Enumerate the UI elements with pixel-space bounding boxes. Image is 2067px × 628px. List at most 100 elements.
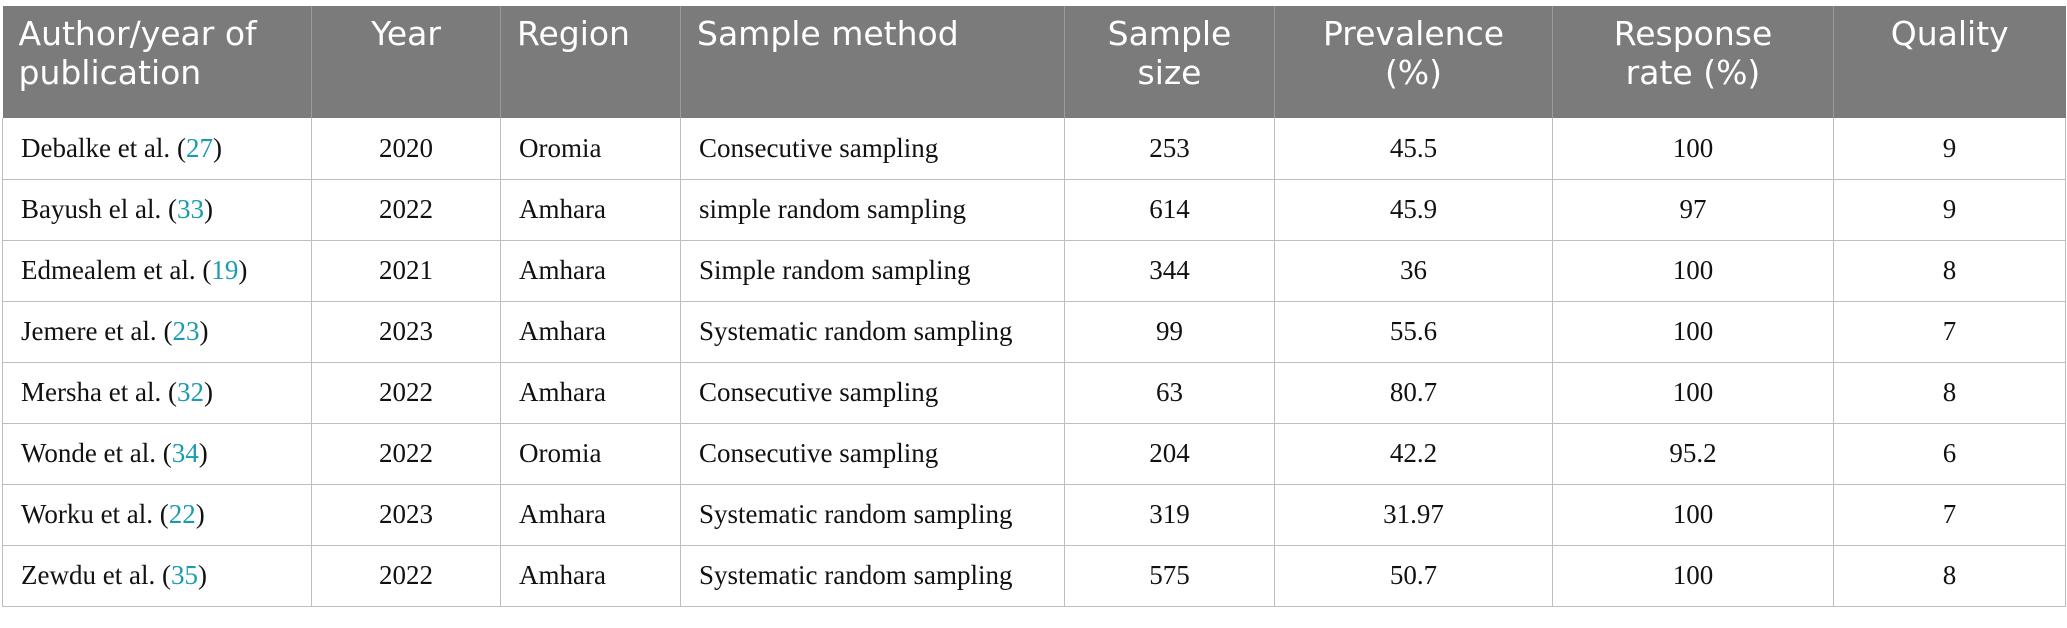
cell-region: Amhara [500, 300, 681, 363]
cell-author: Debalke et al. (27) [2, 118, 312, 180]
cell-sample-size: 204 [1064, 422, 1275, 485]
reference-link[interactable]: 35 [170, 560, 198, 590]
cell-region: Amhara [500, 544, 681, 607]
reference-link[interactable]: 34 [171, 438, 199, 468]
table-row: Mersha et al. (32) 2022 Amhara Consecutive … [2, 361, 2066, 424]
table-row: Wonde et al. (34) 2022 Oromia Consecutive s… [2, 422, 2066, 485]
cell-author: Bayush el al. (33) [2, 178, 312, 241]
table-row: Bayush el al. (33) 2022 Amhara simple rando… [2, 178, 2066, 241]
cell-prevalence: 36 [1274, 239, 1553, 302]
cell-quality: 8 [1833, 361, 2066, 424]
author-name: Jemere et al. [21, 316, 157, 346]
author-name: Mersha et al. [21, 377, 162, 407]
cell-quality: 6 [1833, 422, 2066, 485]
cell-author: Worku et al. (22) [2, 483, 312, 546]
cell-region: Amhara [500, 361, 681, 424]
author-name: Bayush el al. [21, 194, 162, 224]
cell-quality: 8 [1833, 544, 2066, 607]
cell-region: Oromia [500, 118, 681, 180]
cell-year: 2022 [311, 361, 501, 424]
study-characteristics-table: Author/year of publication Year Region Sa… [2, 6, 2066, 607]
cell-prevalence: 80.7 [1274, 361, 1553, 424]
cell-quality: 7 [1833, 483, 2066, 546]
header-sample-size: Sample size [1064, 6, 1275, 118]
reference-link[interactable]: 33 [176, 194, 204, 224]
cell-sample-method: Consecutive sampling [680, 422, 1065, 485]
cell-prevalence: 42.2 [1274, 422, 1553, 485]
author-name: Debalke et al. [21, 132, 171, 163]
header-row: Author/year of publication Year Region Sa… [2, 6, 2066, 118]
author-name: Zewdu et al. [21, 560, 156, 590]
cell-response-rate: 100 [1552, 361, 1834, 424]
cell-quality: 9 [1833, 178, 2066, 241]
cell-author: Mersha et al. (32) [2, 361, 312, 424]
table-row: Zewdu et al. (35) 2022 Amhara Systematic ra… [2, 544, 2066, 607]
cell-year: 2023 [311, 483, 501, 546]
reference-link[interactable]: 19 [211, 255, 239, 285]
cell-year: 2021 [311, 239, 501, 302]
cell-response-rate: 100 [1552, 483, 1834, 546]
cell-region: Oromia [500, 422, 681, 485]
header-author: Author/year of publication [2, 6, 312, 118]
header-year: Year [311, 6, 501, 118]
cell-sample-method: Consecutive sampling [680, 361, 1065, 424]
cell-sample-method: simple random sampling [680, 178, 1065, 241]
cell-response-rate: 100 [1552, 544, 1834, 607]
cell-sample-size: 319 [1064, 483, 1275, 546]
cell-sample-method: Systematic random sampling [680, 544, 1065, 607]
header-quality: Quality [1833, 6, 2066, 118]
table-row: Edmealem et al. (19) 2021 Amhara Simple ran… [2, 239, 2066, 302]
cell-year: 2020 [311, 118, 501, 180]
cell-response-rate: 100 [1552, 239, 1834, 302]
cell-sample-size: 99 [1064, 300, 1275, 363]
cell-region: Amhara [500, 178, 681, 241]
reference-link[interactable]: 32 [176, 377, 204, 407]
cell-prevalence: 31.97 [1274, 483, 1553, 546]
cell-year: 2023 [311, 300, 501, 363]
cell-year: 2022 [311, 544, 501, 607]
cell-sample-size: 253 [1064, 118, 1275, 180]
cell-quality: 8 [1833, 239, 2066, 302]
cell-year: 2022 [311, 178, 501, 241]
cell-response-rate: 100 [1552, 118, 1834, 180]
author-name: Worku et al. [21, 499, 154, 529]
header-response-rate: Response rate (%) [1552, 6, 1834, 118]
header-sample-method: Sample method [680, 6, 1065, 118]
table-header: Author/year of publication Year Region Sa… [2, 6, 2066, 118]
cell-region: Amhara [500, 239, 681, 302]
cell-sample-method: Systematic random sampling [680, 483, 1065, 546]
cell-sample-method: Consecutive sampling [680, 118, 1065, 180]
cell-year: 2022 [311, 422, 501, 485]
cell-sample-method: Systematic random sampling [680, 300, 1065, 363]
cell-sample-size: 344 [1064, 239, 1275, 302]
cell-quality: 7 [1833, 300, 2066, 363]
table-row: Worku et al. (22) 2023 Amhara Systematic ra… [2, 483, 2066, 546]
cell-sample-size: 63 [1064, 361, 1275, 424]
cell-author: Wonde et al. (34) [2, 422, 312, 485]
table-row: Jemere et al. (23) 2023 Amhara Systematic r… [2, 300, 2066, 363]
author-name: Wonde et al. [21, 438, 157, 468]
author-name: Edmealem et al. [21, 255, 196, 285]
header-region: Region [500, 6, 681, 118]
reference-link[interactable]: 27 [185, 132, 213, 163]
table-body: Debalke et al. (27) 2020 Oromia Consecutive… [2, 118, 2066, 607]
reference-link[interactable]: 22 [168, 499, 196, 529]
cell-author: Edmealem et al. (19) [2, 239, 312, 302]
table-row: Debalke et al. (27) 2020 Oromia Consecutive… [2, 118, 2066, 180]
cell-prevalence: 45.9 [1274, 178, 1553, 241]
cell-prevalence: 55.6 [1274, 300, 1553, 363]
cell-sample-size: 575 [1064, 544, 1275, 607]
cell-response-rate: 97 [1552, 178, 1834, 241]
cell-response-rate: 95.2 [1552, 422, 1834, 485]
cell-author: Zewdu et al. (35) [2, 544, 312, 607]
cell-region: Amhara [500, 483, 681, 546]
cell-response-rate: 100 [1552, 300, 1834, 363]
cell-sample-method: Simple random sampling [680, 239, 1065, 302]
cell-author: Jemere et al. (23) [2, 300, 312, 363]
cell-quality: 9 [1833, 118, 2066, 180]
reference-link[interactable]: 23 [172, 316, 200, 346]
cell-sample-size: 614 [1064, 178, 1275, 241]
header-prevalence: Prevalence (%) [1274, 6, 1553, 118]
cell-prevalence: 50.7 [1274, 544, 1553, 607]
